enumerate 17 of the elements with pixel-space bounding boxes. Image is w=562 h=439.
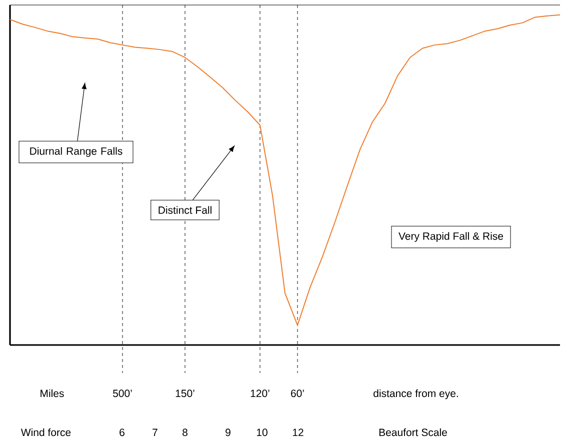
text: 6	[120, 428, 124, 436]
text: Beaufort Scale	[379, 428, 447, 436]
annotation: Diurnal Range Falls	[30, 147, 122, 157]
annotation: Distinct Fall	[158, 206, 212, 214]
x-tick-label: 120’	[250, 390, 270, 398]
text: 12	[292, 428, 304, 436]
x-tick-label: 150’	[176, 390, 194, 398]
text: 8	[182, 428, 188, 436]
text: 9	[226, 428, 230, 436]
text: Wind force	[20, 428, 71, 436]
text: Miles	[40, 389, 64, 398]
x-tick-label: 60’	[291, 390, 304, 398]
text: distance from eye.	[374, 389, 458, 400]
x-tick-label: 500’	[113, 390, 132, 398]
text: 10	[256, 428, 268, 436]
annotation: Very Rapid Fall & Rise	[398, 232, 504, 242]
text: 7	[152, 428, 158, 436]
